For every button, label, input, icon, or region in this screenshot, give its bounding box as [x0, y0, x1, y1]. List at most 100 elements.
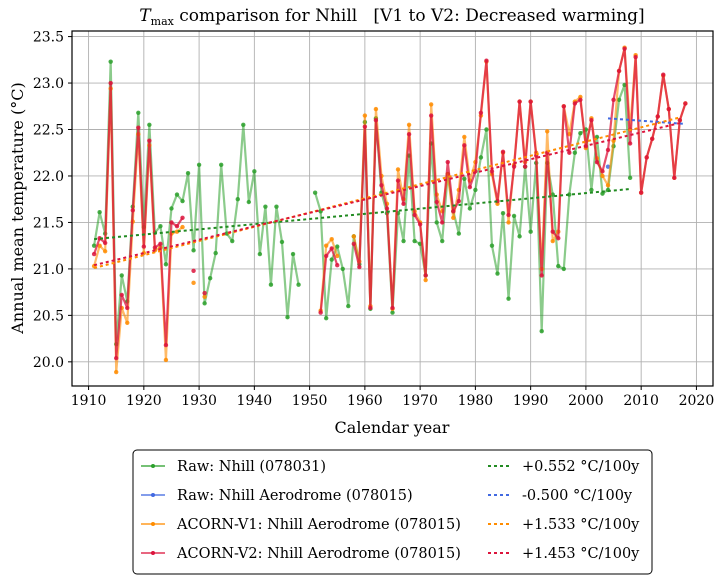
data-point	[594, 159, 600, 165]
data-point	[572, 101, 578, 106]
data-point	[318, 310, 323, 315]
data-point	[600, 191, 605, 196]
data-point	[589, 187, 594, 193]
data-point	[589, 118, 594, 123]
data-point	[600, 169, 605, 174]
data-point	[373, 106, 379, 112]
data-point	[473, 187, 478, 193]
legend-entry: Raw: Nhill (078031)	[141, 459, 326, 475]
legend-marker	[151, 551, 155, 555]
chart-title: Tmax comparison for Nhill [V1 to V2: Dec…	[139, 6, 644, 28]
data-point	[572, 150, 578, 155]
data-point	[191, 268, 196, 273]
data-point	[644, 155, 649, 160]
data-point	[274, 204, 279, 209]
data-point	[263, 204, 268, 209]
data-point	[136, 110, 141, 115]
legend-trend-entry: +0.552 °C/100y	[488, 459, 640, 475]
data-point	[323, 315, 329, 321]
data-point	[500, 149, 506, 155]
x-tick-label: 1930	[181, 393, 217, 409]
data-point	[627, 141, 633, 146]
series-acorn-v1	[91, 45, 688, 375]
data-point	[462, 134, 467, 140]
data-point	[434, 199, 439, 205]
data-point	[185, 170, 191, 176]
data-point	[500, 210, 506, 216]
data-point	[102, 240, 108, 246]
data-point	[445, 159, 450, 165]
data-point	[633, 54, 638, 60]
data-point	[605, 183, 611, 188]
legend-trend-label: -0.500 °C/100y	[522, 488, 633, 504]
data-point	[605, 147, 611, 153]
data-point	[290, 251, 296, 257]
data-point	[489, 243, 495, 248]
data-point	[456, 231, 462, 236]
data-point	[406, 122, 412, 128]
data-point	[423, 277, 428, 283]
data-point	[180, 198, 185, 204]
data-point	[567, 150, 572, 155]
data-point	[158, 223, 163, 229]
data-point	[423, 273, 428, 278]
x-tick-label: 1990	[513, 393, 549, 409]
data-point	[218, 162, 224, 168]
data-point	[655, 114, 660, 119]
x-tick-label: 1970	[402, 393, 438, 409]
data-point	[279, 239, 285, 245]
x-axis-label: Calendar year	[335, 418, 450, 437]
y-axis-label: Annual mean temperature (°C)	[8, 82, 27, 334]
data-point	[329, 257, 334, 262]
data-point	[600, 173, 605, 179]
series-line	[319, 247, 339, 313]
y-tick-label: 23.0	[33, 76, 64, 92]
data-point	[495, 271, 500, 276]
data-point	[252, 169, 257, 174]
data-point	[351, 234, 357, 239]
data-point	[114, 369, 119, 375]
data-point	[91, 251, 97, 257]
data-point	[522, 164, 528, 169]
data-point	[489, 169, 495, 174]
data-point	[147, 122, 152, 128]
data-point	[638, 190, 644, 195]
data-point	[683, 101, 688, 106]
legend-marker	[151, 493, 155, 497]
data-point	[119, 273, 124, 278]
data-point	[174, 223, 180, 229]
data-point	[578, 131, 583, 136]
legend-box	[132, 449, 653, 575]
data-point	[335, 262, 340, 268]
data-point	[224, 231, 229, 236]
data-point	[163, 357, 169, 363]
data-point	[246, 199, 252, 205]
legend-label: ACORN-V2: Nhill Aerodrome (078015)	[176, 546, 461, 562]
plot-frame	[71, 30, 714, 387]
data-point	[451, 209, 456, 214]
y-tick-label: 20.0	[33, 355, 64, 371]
data-point	[622, 46, 627, 51]
data-point	[340, 266, 345, 272]
y-tick-label: 22.0	[33, 169, 64, 185]
x-tick-label: 1940	[237, 393, 273, 409]
data-point	[213, 250, 218, 256]
data-point	[108, 80, 113, 86]
data-point	[362, 113, 368, 118]
data-point	[351, 241, 357, 247]
data-point	[147, 138, 152, 143]
data-point	[102, 249, 108, 254]
data-point	[202, 294, 207, 299]
y-tick-label: 23.5	[33, 30, 64, 46]
data-point	[440, 220, 445, 225]
data-point	[484, 58, 489, 63]
legend-trend-entry: +1.453 °C/100y	[488, 546, 640, 562]
data-point	[235, 197, 240, 202]
plot-area	[91, 45, 688, 375]
legend-trend-entry: -0.500 °C/100y	[488, 488, 633, 504]
data-point	[506, 220, 511, 225]
legend-label: ACORN-V1: Nhill Aerodrome (078015)	[176, 517, 461, 533]
data-point	[511, 213, 517, 219]
trend-acorn-v2	[93, 122, 681, 267]
